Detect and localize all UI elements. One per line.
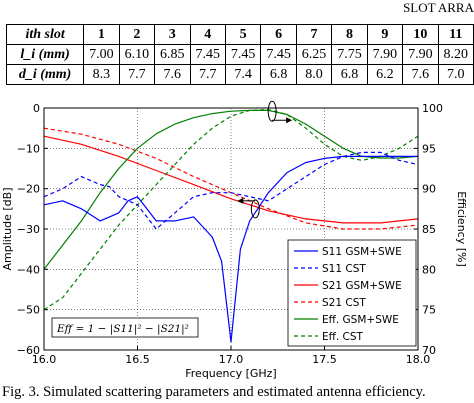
y-tick-label: −20: [17, 183, 40, 196]
y-tick-label: −50: [17, 304, 40, 317]
table-row: ith slot 1 2 3 4 5 6 7 8 9 10 11: [5, 24, 474, 45]
table-cell: 8.20: [437, 44, 474, 65]
y-tick-label: −30: [17, 223, 40, 236]
table-cell: 8.0: [295, 64, 333, 85]
table-cell: 7.90: [366, 44, 404, 65]
y2-axis-label: Efficiency [%]: [455, 191, 468, 267]
y2-tick-label: 85: [422, 223, 436, 236]
table-cell: 7.45: [224, 44, 262, 65]
y-tick-label: 0: [33, 102, 40, 115]
header-title: SLOT ARRA: [403, 0, 474, 15]
y2-tick-label: 90: [422, 183, 436, 196]
legend-entry: S11 GSM+SWE: [322, 246, 402, 258]
table-cell: 7.0: [437, 64, 474, 85]
figure-caption: Fig. 3. Simulated scattering parameters …: [2, 384, 426, 400]
table-cell: 2: [118, 24, 156, 45]
chart-series: [43, 109, 419, 343]
series-line-0: [43, 155, 418, 343]
y2-tick-label: 75: [422, 304, 436, 317]
series-line-1: [43, 151, 419, 230]
table-cell: 7.7: [189, 64, 226, 85]
x-tick-label: 17.5: [312, 353, 337, 366]
chart-legend: S11 GSM+SWE S11 CST S21 GSM+SWE S21 CST Eff.…: [287, 239, 417, 347]
row-header: d_i (mm): [5, 64, 85, 85]
table-cell: 9: [366, 24, 404, 45]
row-header: l_i (mm): [5, 44, 85, 65]
table-row: l_i (mm) 7.00 6.10 6.85 7.45 7.45 7.45 6.25 7.75…: [5, 44, 474, 65]
table-cell: 4: [189, 24, 226, 45]
table-cell: 7.00: [83, 44, 120, 65]
table-cell: 5: [224, 24, 262, 45]
y2-tick-label: 95: [422, 142, 436, 155]
table-cell: 7: [295, 24, 333, 45]
legend-entry: S11 CST: [322, 263, 366, 275]
chart-annotation: Eff = 1 − |S11|² − |S21|²: [51, 317, 199, 338]
table-cell: 8.3: [83, 64, 120, 85]
table-cell: 7.90: [402, 44, 439, 65]
table-cell: 11: [437, 24, 474, 45]
series-line-2: [43, 135, 419, 224]
table-cell: 7.45: [189, 44, 226, 65]
x-tick-label: 17.0: [219, 353, 244, 366]
scattering-efficiency-chart: 16.0 16.5 17.0 17.5 18.0 0 −10 −20 −30 −40 −50 −60 1…: [1, 100, 468, 380]
table-row: d_i (mm) 8.3 7.7 7.6 7.7 7.4 6.8 8.0 6.8 6.2 7.6 7.…: [5, 64, 474, 85]
x-tick-label: 16.5: [125, 353, 150, 366]
formula-box: [51, 317, 199, 338]
table-cell: 6.10: [118, 44, 156, 65]
table-cell: 6.25: [295, 44, 333, 65]
table-cell: 1: [83, 24, 120, 45]
legend-box: [287, 239, 417, 347]
y2-tick-label: 70: [422, 344, 436, 357]
table-cell: 3: [154, 24, 191, 45]
efficiency-axis-ellipse: [267, 100, 277, 122]
legend-entry: S21 CST: [322, 297, 366, 309]
x-tick-label: 18.0: [406, 353, 431, 366]
x-tick-label: 16.0: [32, 353, 57, 366]
efficiency-axis-arrowhead: [286, 117, 293, 124]
y-axis-label: Amplitude [dB]: [1, 188, 14, 271]
slot-dimension-table: ith slot 1 2 3 4 5 6 7 8 9 10 11 l_i (mm) 7.00 6.10 6.…: [5, 24, 474, 85]
row-header: ith slot: [5, 24, 85, 45]
table-cell: 6.2: [366, 64, 404, 85]
axis-indicator-arrows: [237, 100, 293, 219]
amplitude-axis-ellipse: [250, 199, 260, 219]
table-cell: 7.7: [118, 64, 156, 85]
table-cell: 6.85: [154, 44, 191, 65]
legend-entry: Eff. CST: [322, 331, 364, 343]
legend-entry: S21 GSM+SWE: [322, 280, 402, 292]
y-tick-label: −40: [17, 263, 40, 276]
table-cell: 6.8: [331, 64, 368, 85]
chart-ticks: 16.0 16.5 17.0 17.5 18.0 0 −10 −20 −30 −40 −50 −60 1…: [17, 102, 443, 366]
legend-entry: Eff. GSM+SWE: [322, 314, 399, 326]
table-cell: 7.45: [260, 44, 297, 65]
y2-tick-label: 100: [422, 102, 443, 115]
table-cell: 6: [260, 24, 297, 45]
y-tick-label: −10: [17, 142, 40, 155]
efficiency-formula: Eff = 1 − |S11|² − |S21|²: [56, 323, 189, 336]
series-line-5: [43, 109, 419, 311]
table-cell: 7.75: [331, 44, 368, 65]
table-cell: 8: [331, 24, 368, 45]
table-cell: 7.6: [402, 64, 439, 85]
table-cell: 6.8: [260, 64, 297, 85]
table-cell: 7.4: [224, 64, 262, 85]
table-cell: 10: [402, 24, 439, 45]
table-cell: 7.6: [154, 64, 191, 85]
x-axis-label: Frequency [GHz]: [185, 367, 276, 380]
y-tick-label: −60: [17, 344, 40, 357]
series-line-4: [43, 109, 419, 270]
y2-tick-label: 80: [422, 263, 436, 276]
amplitude-axis-arrowhead: [237, 197, 244, 204]
